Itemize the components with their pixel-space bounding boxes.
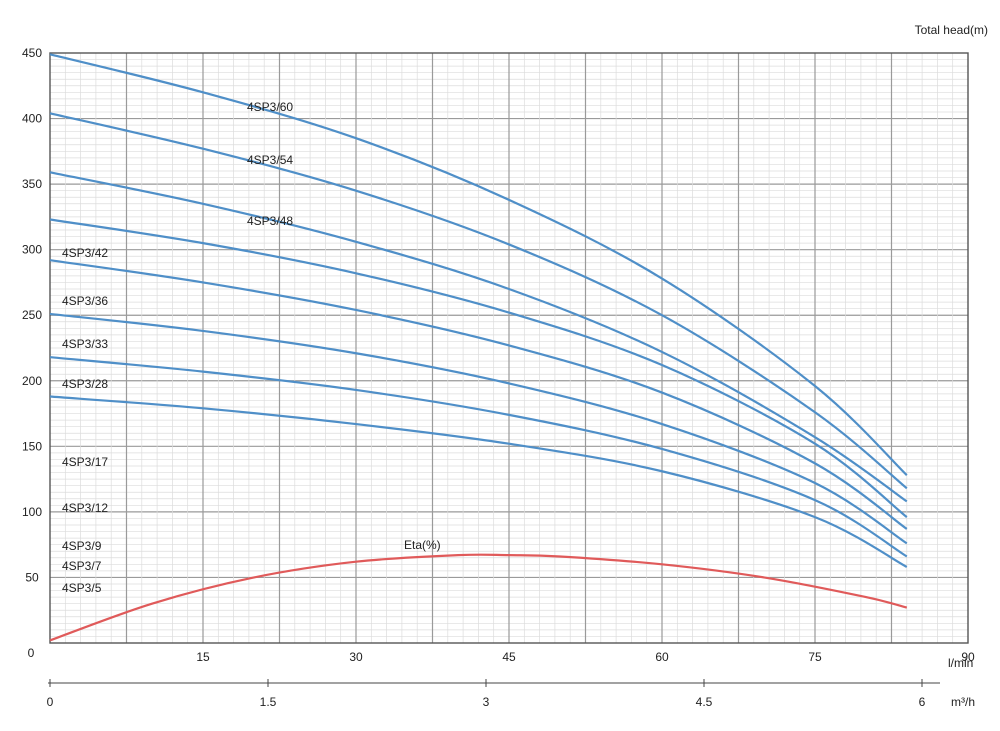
series-labels: 4SP3/60 4SP3/54 4SP3/48 4SP3/42 4SP3/36 4SP3/… — [62, 100, 441, 595]
series-label: 4SP3/36 — [62, 294, 108, 308]
x-tick-label-bottom: 3 — [483, 695, 490, 709]
series-label: Eta(%) — [404, 538, 441, 552]
series-line-4sp3-33 — [49, 312, 908, 545]
x-tick-label-bottom: 6 — [919, 695, 926, 709]
y-tick-label: 250 — [22, 308, 42, 322]
x-tick-label-top: 75 — [808, 650, 822, 664]
series-line-4sp3-42 — [49, 218, 908, 518]
x-tick-label-bottom: 4.5 — [696, 695, 713, 709]
series-label: 4SP3/5 — [62, 581, 102, 595]
y-tick-label: 200 — [22, 374, 42, 388]
series-label: 4SP3/42 — [62, 246, 108, 260]
efficiency-line — [49, 553, 908, 642]
series-line-4sp3-17 — [49, 395, 908, 568]
x-axis-unit-top: l/min — [948, 656, 973, 670]
series-label: 4SP3/28 — [62, 377, 108, 391]
x-tick-label-top: 90 — [961, 650, 975, 664]
series-label: 4SP3/48 — [247, 214, 293, 228]
series-label: 4SP3/9 — [62, 539, 102, 553]
y-tick-label: 150 — [22, 439, 42, 453]
grid — [50, 53, 968, 643]
series-label: 4SP3/7 — [62, 559, 102, 573]
series-label: 4SP3/60 — [247, 100, 293, 114]
plot-frame — [49, 52, 969, 644]
plot-border — [49, 52, 969, 644]
y-tick-label: 100 — [22, 505, 42, 519]
y-tick-label: 350 — [22, 177, 42, 191]
x-axis-unit-bottom: m³/h — [951, 695, 975, 709]
series-label: 4SP3/17 — [62, 455, 108, 469]
head-curves — [49, 53, 908, 568]
series-line-4sp3-60 — [49, 53, 908, 476]
series-line-4sp3-28 — [49, 356, 908, 558]
x-tick-label-bottom: 1.5 — [260, 695, 277, 709]
x-tick-label-top: 15 — [196, 650, 210, 664]
y-tick-label: 450 — [22, 46, 42, 60]
y-axis-label: Total head(m) — [915, 23, 988, 37]
series-label: 4SP3/54 — [247, 153, 293, 167]
x-tick-label-top: 45 — [502, 650, 516, 664]
series-label: 4SP3/33 — [62, 337, 108, 351]
y-tick-label: 50 — [25, 570, 39, 584]
series-line-4sp3-36 — [49, 259, 908, 530]
efficiency-curve — [49, 553, 908, 642]
y-tick-label: 400 — [22, 112, 42, 126]
y-tick-label: 300 — [22, 243, 42, 257]
series-label: 4SP3/12 — [62, 501, 108, 515]
axes: Total head(m) l/min m³/h 0 5010015020025… — [22, 23, 988, 709]
series-line-4sp3-48 — [49, 171, 908, 503]
x-tick-label-bottom: 0 — [47, 695, 54, 709]
origin-label: 0 — [28, 646, 35, 660]
x-tick-label-top: 60 — [655, 650, 669, 664]
x-tick-label-top: 30 — [349, 650, 363, 664]
series-line-4sp3-54 — [49, 112, 908, 490]
